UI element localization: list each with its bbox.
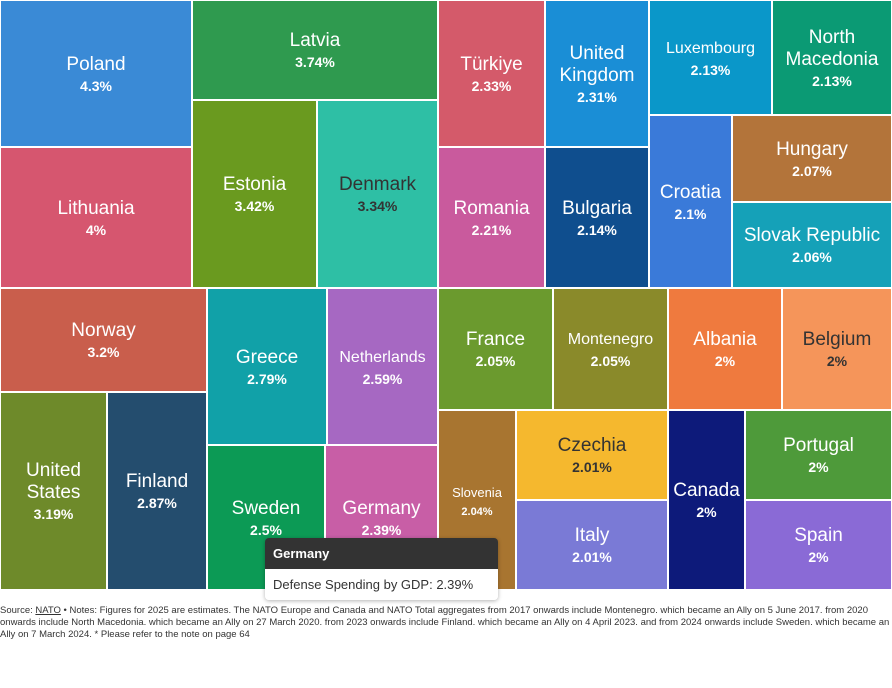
tile: Portugal 2% <box>745 410 892 500</box>
tile-label: Belgium <box>802 329 872 350</box>
value-label: 2.1% <box>674 205 707 222</box>
tile-label: Lithuania <box>57 197 135 219</box>
value-label: 2% <box>826 353 848 369</box>
tile: Türkiye 2.33% <box>438 0 545 147</box>
tile: Albania 2% <box>668 288 782 410</box>
tile-label: Luxembourg <box>666 39 755 57</box>
value-label: 3.74% <box>295 54 335 70</box>
tile: North Macedonia 2.13% <box>772 0 892 115</box>
tile-label: United Kingdom <box>559 42 635 86</box>
tile-label: Spain <box>794 525 843 546</box>
value-label: 2.39% <box>361 521 402 538</box>
value-label: 3.2% <box>87 344 120 360</box>
value-label: 2.59% <box>362 370 403 387</box>
value-label: 2% <box>696 504 717 520</box>
tile: Belgium 2% <box>782 288 892 410</box>
value-label: 3.42% <box>234 198 275 214</box>
tile: Estonia 3.42% <box>192 100 317 288</box>
tile-label: Finland <box>125 471 189 492</box>
tooltip-title: Germany <box>265 538 498 569</box>
value-label: 2.05% <box>590 353 631 369</box>
tile-label: Latvia <box>289 30 341 51</box>
tile-label: Denmark <box>338 174 417 195</box>
notes: • Notes: Figures for 2025 are estimates.… <box>0 605 890 640</box>
tile-label: United States <box>26 460 81 503</box>
value-label: 2.13% <box>690 61 731 78</box>
tile-label: Hungary <box>776 138 848 160</box>
tile-label: Slovak Republic <box>743 225 881 246</box>
tile-label: Italy <box>574 525 610 546</box>
tile: Canada 2% <box>668 410 745 590</box>
value-label: 2.87% <box>137 495 177 511</box>
tile-label: Greece <box>235 346 299 368</box>
value-label: 2.21% <box>471 221 512 238</box>
value-label: 2.79% <box>247 370 287 387</box>
tile: Czechia 2.01% <box>516 410 668 500</box>
tile: United Kingdom 2.31% <box>545 0 649 147</box>
value-label: 2.33% <box>471 77 512 94</box>
tile: United States 3.19% <box>0 392 107 590</box>
value-label: 2.01% <box>572 459 612 475</box>
tile: Romania 2.21% <box>438 147 545 288</box>
tile-label: Portugal <box>783 435 854 456</box>
value-label: 4.3% <box>80 77 112 94</box>
tile: Italy 2.01% <box>516 500 668 590</box>
tile: Croatia 2.1% <box>649 115 732 288</box>
treemap: Poland 4.3% Latvia 3.74% Estonia 3.42% Denmark… <box>0 0 892 590</box>
value-label: 2% <box>714 353 736 369</box>
source-label: Source: <box>0 605 33 616</box>
value-label: 2% <box>808 549 829 565</box>
tile-label: Norway <box>71 320 136 341</box>
tooltip-text: Defense Spending by GDP: 2.39% <box>265 569 498 600</box>
tile-label: Bulgaria <box>562 197 632 219</box>
value-label: 2.5% <box>250 521 282 538</box>
tile-label: Slovenia <box>452 485 502 500</box>
source-link[interactable]: NATO <box>35 605 61 616</box>
value-label: 2.14% <box>577 221 617 238</box>
tile: Slovak Republic 2.06% <box>732 202 892 288</box>
value-label: 2.01% <box>572 549 612 565</box>
value-label: 2% <box>808 459 829 475</box>
tile: Montenegro 2.05% <box>553 288 668 410</box>
tile: Greece 2.79% <box>207 288 327 445</box>
tile: Finland 2.87% <box>107 392 207 590</box>
tile-label: Montenegro <box>567 331 654 348</box>
tile: Hungary 2.07% <box>732 115 892 202</box>
value-label: 2.06% <box>792 249 832 265</box>
tile-label: Estonia <box>222 174 287 195</box>
value-label: 2.07% <box>792 162 832 179</box>
tile-label: France <box>465 329 526 350</box>
tile-label: Romania <box>453 197 530 219</box>
tile: Lithuania 4% <box>0 147 192 288</box>
value-label: 2.31% <box>577 88 617 105</box>
tile: Denmark 3.34% <box>317 100 438 288</box>
tile: Poland 4.3% <box>0 0 192 147</box>
value-label: 2.13% <box>812 72 852 89</box>
tile: Bulgaria 2.14% <box>545 147 649 288</box>
tile-label: Poland <box>66 53 126 75</box>
tile-label: Albania <box>693 329 757 350</box>
tile: Luxembourg 2.13% <box>649 0 772 115</box>
tile-label: Croatia <box>659 181 722 203</box>
tile-label: Netherlands <box>339 348 426 366</box>
tile: Norway 3.2% <box>0 288 207 392</box>
tile-label: Canada <box>673 480 740 501</box>
tile: Netherlands 2.59% <box>327 288 438 445</box>
value-label: 2.04% <box>461 506 493 518</box>
value-label: 2.05% <box>475 353 516 369</box>
tile-label: Sweden <box>231 497 301 519</box>
tile-label: Germany <box>342 497 421 519</box>
tile-label: North Macedonia <box>785 26 879 70</box>
tile: Spain 2% <box>745 500 892 590</box>
footnote: Source: NATO • Notes: Figures for 2025 a… <box>0 605 892 641</box>
tile: France 2.05% <box>438 288 553 410</box>
value-label: 4% <box>85 221 107 238</box>
tooltip: Germany Defense Spending by GDP: 2.39% <box>265 538 498 600</box>
value-label: 3.19% <box>33 506 74 522</box>
value-label: 3.34% <box>357 198 398 214</box>
tile-label: Czechia <box>557 435 627 456</box>
tile-label: Türkiye <box>460 53 523 75</box>
tile: Latvia 3.74% <box>192 0 438 100</box>
